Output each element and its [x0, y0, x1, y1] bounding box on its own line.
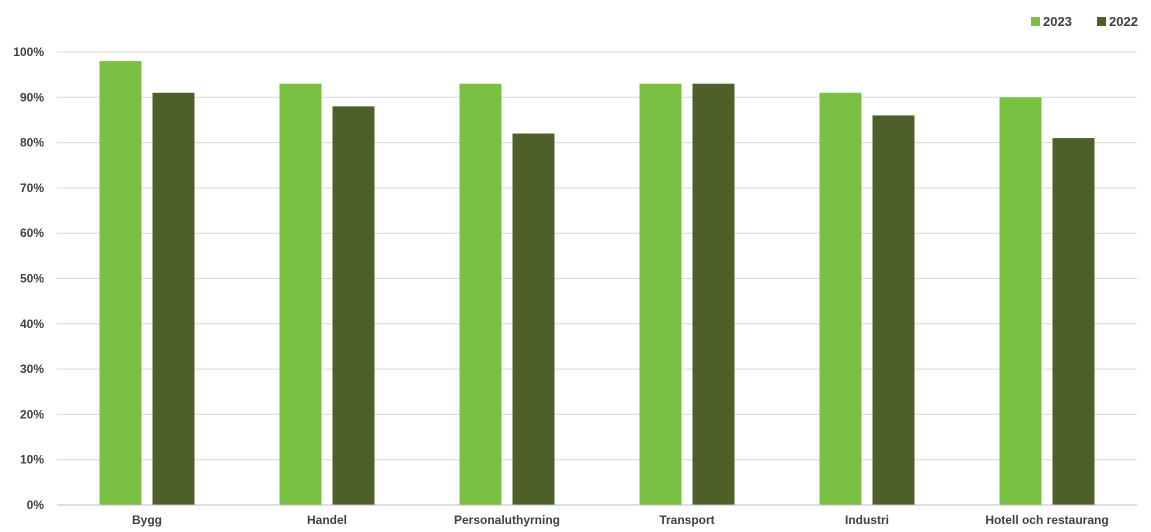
y-tick-label: 30%	[20, 362, 44, 376]
y-tick-label: 10%	[20, 453, 44, 467]
y-tick-label: 40%	[20, 317, 44, 331]
legend: 2023 2022	[1031, 14, 1138, 29]
legend-swatch-2023	[1031, 17, 1040, 26]
bars	[99, 61, 1095, 506]
y-axis-tick-labels: 0% 10% 20% 30% 40% 50% 60% 70% 80% 90% 100%	[13, 45, 44, 512]
bar-2023-handel	[279, 83, 322, 506]
bar-2022-hotell-och-restaurang	[1052, 138, 1095, 505]
bar-2023-transport	[639, 83, 682, 506]
x-category-label: Hotell och restaurang	[985, 513, 1108, 527]
bar-2022-bygg	[152, 92, 195, 506]
y-tick-label: 20%	[20, 407, 44, 421]
bar-2023-bygg	[99, 61, 142, 506]
x-category-label: Bygg	[132, 513, 162, 527]
y-tick-label: 70%	[20, 181, 44, 195]
bar-2022-handel	[332, 106, 375, 506]
gridlines	[57, 51, 1137, 461]
x-axis-category-labels: Bygg Handel Personaluthyrning Transport Indu…	[132, 513, 1109, 527]
bar-2023-personaluthyrning	[459, 83, 502, 506]
legend-label-2022: 2022	[1109, 14, 1138, 29]
y-tick-label: 90%	[20, 90, 44, 104]
bar-2022-transport	[692, 83, 735, 506]
y-tick-label: 80%	[20, 136, 44, 150]
bar-2023-hotell-och-restaurang	[999, 97, 1042, 506]
legend-swatch-2022	[1097, 17, 1106, 26]
bar-2022-industri	[872, 115, 915, 506]
bar-2023-industri	[819, 92, 862, 506]
y-tick-label: 0%	[27, 498, 45, 512]
x-category-label: Industri	[845, 513, 889, 527]
y-tick-label: 100%	[13, 45, 44, 59]
x-category-label: Handel	[307, 513, 347, 527]
y-tick-label: 50%	[20, 272, 44, 286]
x-category-label: Transport	[659, 513, 714, 527]
legend-label-2023: 2023	[1043, 14, 1072, 29]
y-tick-label: 60%	[20, 226, 44, 240]
x-category-label: Personaluthyrning	[454, 513, 560, 527]
bar-2022-personaluthyrning	[512, 133, 555, 506]
